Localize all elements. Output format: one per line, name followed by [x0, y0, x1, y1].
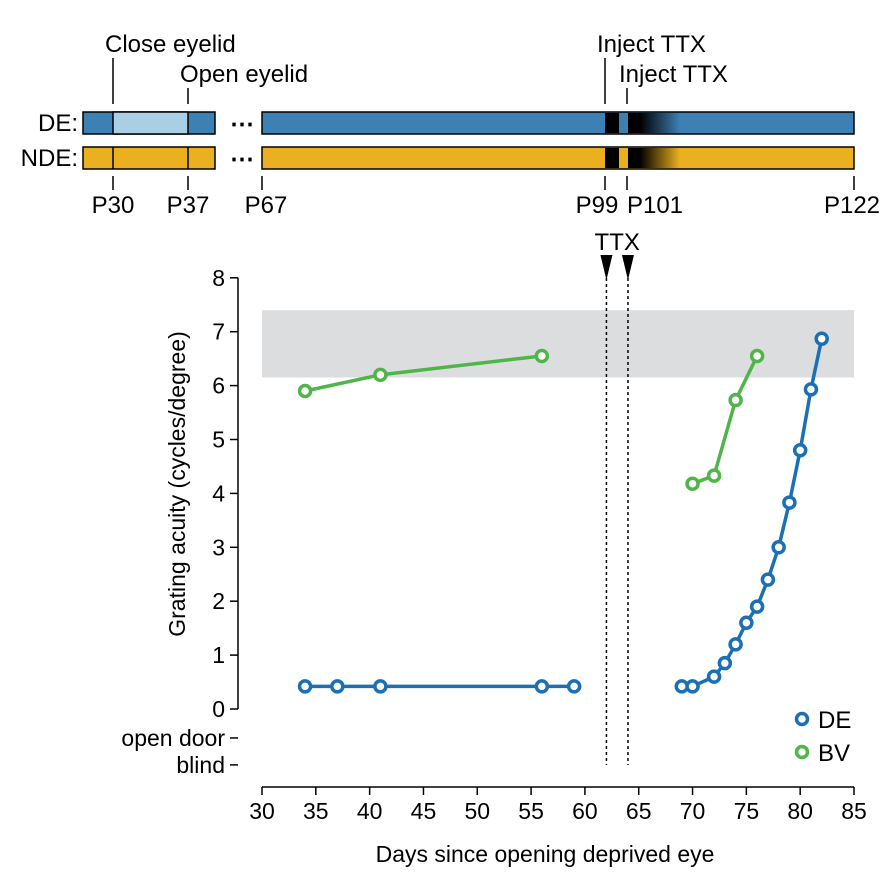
- marker-label-p67: P67: [245, 192, 288, 219]
- x-tick-label-50: 50: [464, 798, 490, 824]
- de-ttx-block-2: [628, 113, 640, 133]
- y-tick-label-0: 0: [212, 696, 225, 722]
- de-line-2: [681, 338, 824, 689]
- y-tick-label-7: 7: [212, 319, 225, 345]
- de-point-2-8: [760, 572, 776, 587]
- y-tick-label-6: 6: [212, 373, 225, 399]
- x-tick-label-70: 70: [680, 798, 706, 824]
- x-tick-label-80: 80: [787, 798, 813, 824]
- de-point-1-1: [297, 679, 313, 694]
- ttx-markers: TTX: [595, 229, 640, 765]
- ttx-arrow-1: [600, 255, 613, 280]
- marker-label-p99: P99: [576, 192, 619, 219]
- de-bar-right: [261, 111, 855, 135]
- bv-point-1-1: [297, 383, 313, 399]
- bv-point-1-2: [373, 367, 388, 383]
- y-axis-label: Grating acuity (cycles/degree): [164, 331, 190, 637]
- de-point-2-12: [803, 382, 819, 397]
- x-axis-label: Days since opening deprived eye: [376, 841, 715, 867]
- bv-point-1-3: [534, 348, 550, 364]
- de-closed-period: [112, 111, 189, 135]
- x-tick-label-75: 75: [734, 798, 760, 824]
- legend: DE BV: [794, 707, 851, 767]
- timeline-schematic: DE: NDE: ⋯ ⋯ Close eyelid Open eyelid In…: [21, 31, 880, 219]
- de-point-2-9: [771, 540, 786, 555]
- ttx-arrow-2: [621, 255, 634, 280]
- nde-ttx-block-2: [628, 148, 640, 168]
- y-tick-label-1: 1: [212, 642, 225, 668]
- normal-acuity-band: [262, 310, 854, 378]
- de-ttx-fade: [640, 113, 680, 133]
- de-ttx-block-1: [605, 113, 619, 133]
- bv-line-2: [691, 355, 759, 486]
- x-tick-label-65: 65: [626, 798, 652, 824]
- inject-ttx-label-1: Inject TTX: [597, 31, 706, 58]
- de-point-2-2: [685, 679, 700, 694]
- legend-label-bv: BV: [818, 740, 850, 767]
- y-text-tick-label-1: blind: [176, 752, 225, 778]
- de-point-2-11: [792, 443, 808, 458]
- nde-ttx-block-1: [605, 148, 619, 168]
- series-bv: [297, 348, 765, 491]
- inject-ttx-label-2: Inject TTX: [619, 61, 728, 88]
- bv-point-2-3: [728, 392, 743, 408]
- x-tick-label-85: 85: [841, 798, 867, 824]
- marker-label-p30: P30: [92, 192, 135, 219]
- nde-ttx-fade: [640, 148, 680, 168]
- timeline-label-nde: NDE:: [21, 145, 78, 172]
- y-tick-label-5: 5: [212, 427, 225, 453]
- ttx-label: TTX: [595, 229, 640, 256]
- nde-bar-left: [82, 146, 216, 170]
- x-tick-label-60: 60: [572, 798, 598, 824]
- y-tick-label-2: 2: [212, 588, 225, 614]
- bv-point-2-4: [749, 348, 765, 364]
- de-point-2-5: [728, 637, 743, 652]
- nde-bar-right: [261, 146, 855, 170]
- timeline-label-de: DE:: [38, 110, 78, 137]
- de-point-2-7: [749, 599, 765, 614]
- x-tick-label-30: 30: [249, 798, 275, 824]
- de-point-2-3: [706, 669, 722, 684]
- x-tick-label-55: 55: [518, 798, 544, 824]
- de-point-2-6: [739, 615, 754, 631]
- legend-marker-bv: [794, 744, 810, 760]
- y-tick-label-3: 3: [212, 534, 225, 560]
- marker-label-p101: P101: [627, 192, 683, 219]
- de-point-2-4: [717, 655, 733, 671]
- y-text-tick-label-0: open door: [121, 725, 225, 751]
- marker-label-p37: P37: [167, 192, 210, 219]
- legend-label-de: DE: [818, 707, 851, 734]
- de-point-1-4: [534, 679, 550, 694]
- y-tick-label-4: 4: [212, 480, 225, 506]
- ellipsis-nde: ⋯: [230, 146, 254, 173]
- x-tick-label-45: 45: [411, 798, 437, 824]
- de-point-1-3: [373, 679, 388, 694]
- marker-label-p122: P122: [824, 192, 880, 219]
- ellipsis-de: ⋯: [230, 111, 254, 138]
- de-point-1-5: [566, 679, 582, 694]
- bv-point-2-2: [706, 468, 722, 483]
- de-point-2-10: [782, 495, 797, 510]
- data-series: [297, 331, 829, 694]
- close-eyelid-label: Close eyelid: [105, 31, 236, 58]
- bv-point-2-1: [685, 476, 700, 491]
- de-point-2-13: [814, 331, 829, 346]
- legend-marker-de: [794, 711, 810, 727]
- open-eyelid-label: Open eyelid: [180, 61, 308, 88]
- de-point-1-2: [330, 679, 345, 694]
- x-tick-label-40: 40: [357, 798, 383, 824]
- series-de: [297, 331, 829, 694]
- x-tick-label-35: 35: [303, 798, 329, 824]
- y-tick-label-8: 8: [212, 265, 225, 291]
